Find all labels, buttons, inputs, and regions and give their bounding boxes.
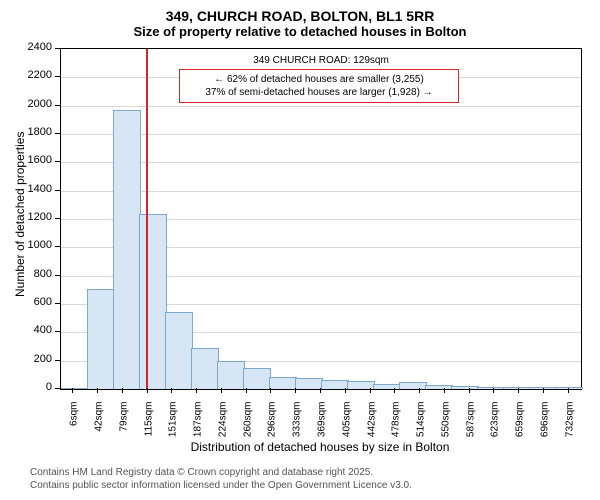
x-tick <box>72 388 73 393</box>
y-tick <box>55 246 60 247</box>
x-tick-label: 42sqm <box>94 402 105 452</box>
x-tick-label: 333sqm <box>292 402 303 452</box>
y-tick <box>55 133 60 134</box>
x-tick-label: 151sqm <box>168 402 179 452</box>
x-tick <box>147 388 148 393</box>
x-tick <box>246 388 247 393</box>
histogram-bar <box>243 368 271 389</box>
x-tick <box>196 388 197 393</box>
x-tick-label: 478sqm <box>391 402 402 452</box>
x-tick <box>122 388 123 393</box>
annotation-header: 349 CHURCH ROAD: 129sqm <box>191 55 451 66</box>
y-tick <box>55 360 60 361</box>
histogram-bar <box>503 387 531 389</box>
histogram-bar <box>399 382 427 389</box>
annotation-line-2: 37% of semi-detached houses are larger (… <box>185 86 453 99</box>
footer-line-1: Contains HM Land Registry data © Crown c… <box>30 466 412 479</box>
x-tick <box>221 388 222 393</box>
x-tick-label: 296sqm <box>267 402 278 452</box>
chart-title-sub: Size of property relative to detached ho… <box>0 24 600 44</box>
footer-line-2: Contains public sector information licen… <box>30 479 412 492</box>
x-tick <box>171 388 172 393</box>
chart-container: 349, CHURCH ROAD, BOLTON, BL1 5RR Size o… <box>0 0 600 500</box>
y-tick-label: 2400 <box>18 41 52 53</box>
histogram-bar <box>217 361 245 389</box>
histogram-bar <box>269 377 297 389</box>
x-tick-label: 442sqm <box>366 402 377 452</box>
histogram-bar <box>555 387 583 389</box>
x-tick <box>493 388 494 393</box>
y-tick-label: 800 <box>18 268 52 280</box>
x-tick-label: 187sqm <box>193 402 204 452</box>
y-tick-label: 2000 <box>18 98 52 110</box>
x-tick-label: 587sqm <box>465 402 476 452</box>
histogram-bar <box>451 386 479 389</box>
x-tick <box>469 388 470 393</box>
x-tick <box>370 388 371 393</box>
x-tick-label: 732sqm <box>564 402 575 452</box>
x-tick-label: 260sqm <box>242 402 253 452</box>
y-tick-label: 200 <box>18 353 52 365</box>
histogram-bar <box>191 348 219 389</box>
x-tick-label: 369sqm <box>317 402 328 452</box>
x-tick <box>320 388 321 393</box>
y-tick <box>55 275 60 276</box>
y-tick-label: 0 <box>18 381 52 393</box>
histogram-bar <box>139 214 167 389</box>
chart-title-main: 349, CHURCH ROAD, BOLTON, BL1 5RR <box>0 0 600 24</box>
y-tick-label: 1800 <box>18 126 52 138</box>
x-tick <box>419 388 420 393</box>
x-tick <box>543 388 544 393</box>
x-tick <box>270 388 271 393</box>
y-tick <box>55 161 60 162</box>
x-tick-label: 79sqm <box>118 402 129 452</box>
histogram-bar <box>373 384 401 389</box>
annotation-box: ← 62% of detached houses are smaller (3,… <box>179 69 459 103</box>
x-tick <box>345 388 346 393</box>
histogram-bar <box>113 110 141 389</box>
y-tick <box>55 48 60 49</box>
x-tick-label: 550sqm <box>440 402 451 452</box>
y-tick-label: 1200 <box>18 211 52 223</box>
x-tick <box>444 388 445 393</box>
x-tick-label: 115sqm <box>143 402 154 452</box>
x-tick <box>394 388 395 393</box>
x-tick-label: 514sqm <box>416 402 427 452</box>
y-tick-label: 1600 <box>18 154 52 166</box>
y-tick-label: 1400 <box>18 183 52 195</box>
histogram-bar <box>87 289 115 389</box>
x-tick-label: 659sqm <box>515 402 526 452</box>
gridline <box>61 106 581 107</box>
y-tick <box>55 388 60 389</box>
y-tick <box>55 76 60 77</box>
plot-area: 349 CHURCH ROAD: 129sqm ← 62% of detached… <box>60 48 582 390</box>
y-tick <box>55 303 60 304</box>
attribution-footer: Contains HM Land Registry data © Crown c… <box>30 466 412 492</box>
y-tick <box>55 105 60 106</box>
histogram-bar <box>165 312 193 390</box>
x-tick <box>97 388 98 393</box>
y-tick-label: 600 <box>18 296 52 308</box>
histogram-bar <box>61 388 89 389</box>
histogram-bar <box>477 387 505 389</box>
histogram-bar <box>295 378 323 389</box>
x-tick-label: 405sqm <box>341 402 352 452</box>
x-tick-label: 6sqm <box>69 402 80 452</box>
x-tick <box>568 388 569 393</box>
y-tick-label: 400 <box>18 324 52 336</box>
x-tick-label: 696sqm <box>539 402 550 452</box>
property-marker-line <box>146 49 148 389</box>
y-tick <box>55 218 60 219</box>
y-tick-label: 1000 <box>18 239 52 251</box>
x-tick <box>518 388 519 393</box>
x-tick <box>295 388 296 393</box>
y-tick <box>55 190 60 191</box>
x-tick-label: 224sqm <box>217 402 228 452</box>
x-tick-label: 623sqm <box>490 402 501 452</box>
y-tick <box>55 331 60 332</box>
histogram-bar <box>425 385 453 389</box>
annotation-line-1: ← 62% of detached houses are smaller (3,… <box>185 73 453 86</box>
y-tick-label: 2200 <box>18 69 52 81</box>
